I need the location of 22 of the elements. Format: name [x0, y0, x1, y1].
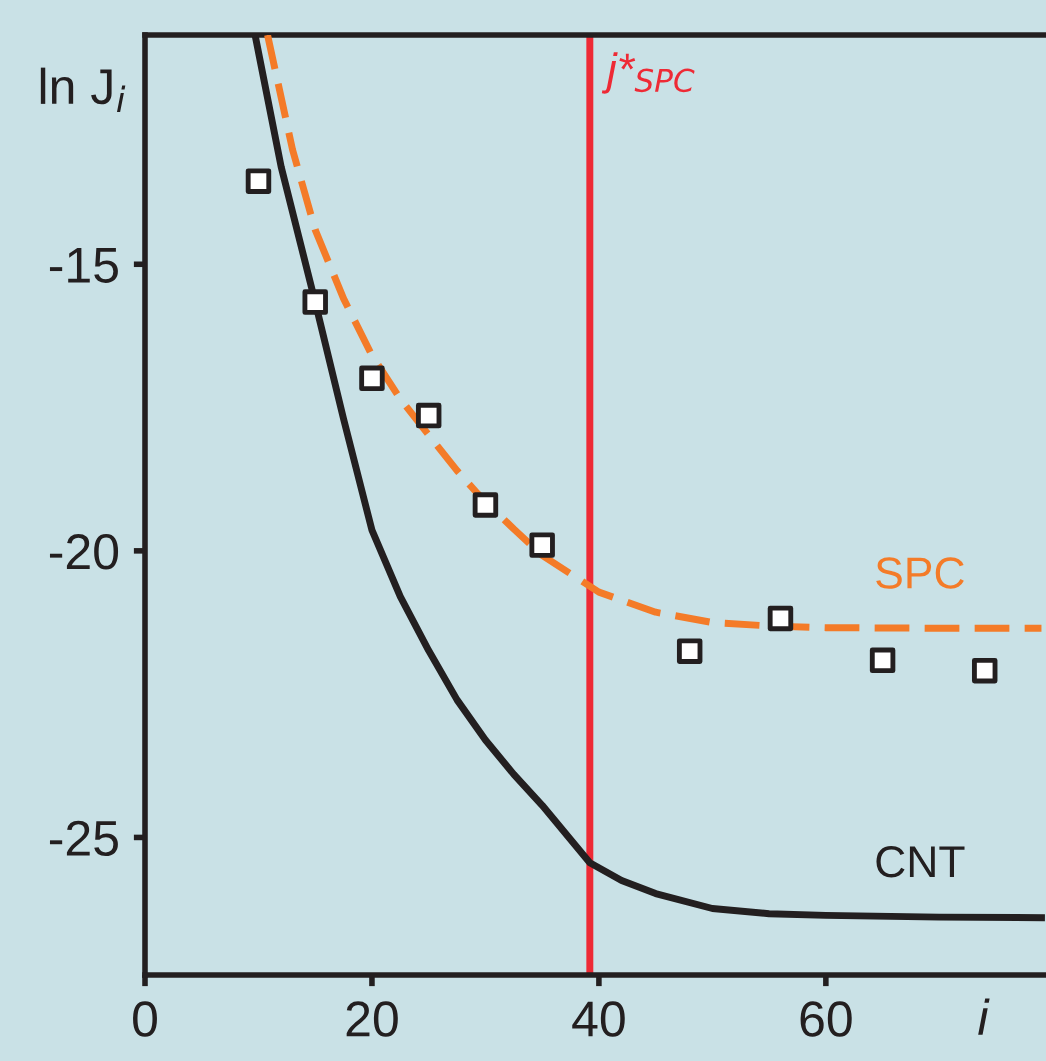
- point: [971, 657, 998, 684]
- series-label: SPC: [876, 557, 964, 589]
- x-tick-label: 60: [800, 1001, 852, 1037]
- point: [472, 492, 499, 518]
- point: [302, 289, 328, 315]
- point: [869, 647, 896, 674]
- point: [415, 402, 442, 429]
- y-axis-title: ln J$_{i}$: [40, 67, 126, 113]
- x-tick-label: 40: [572, 1001, 625, 1037]
- point: [529, 532, 555, 558]
- ref-line-label: j*$_{SPC}$: [601, 52, 695, 94]
- y-tick-label: -25: [49, 820, 118, 857]
- x-axis-title: i: [978, 998, 990, 1035]
- point: [676, 638, 703, 664]
- point: [359, 365, 385, 392]
- y-tick-label: -15: [49, 247, 118, 283]
- point: [767, 605, 794, 632]
- series-label: CNT: [876, 846, 965, 878]
- x-tick-label: 20: [346, 1001, 398, 1037]
- y-tick-label: -20: [49, 534, 119, 570]
- point: [245, 168, 272, 194]
- x-tick-label: 0: [133, 1001, 157, 1037]
